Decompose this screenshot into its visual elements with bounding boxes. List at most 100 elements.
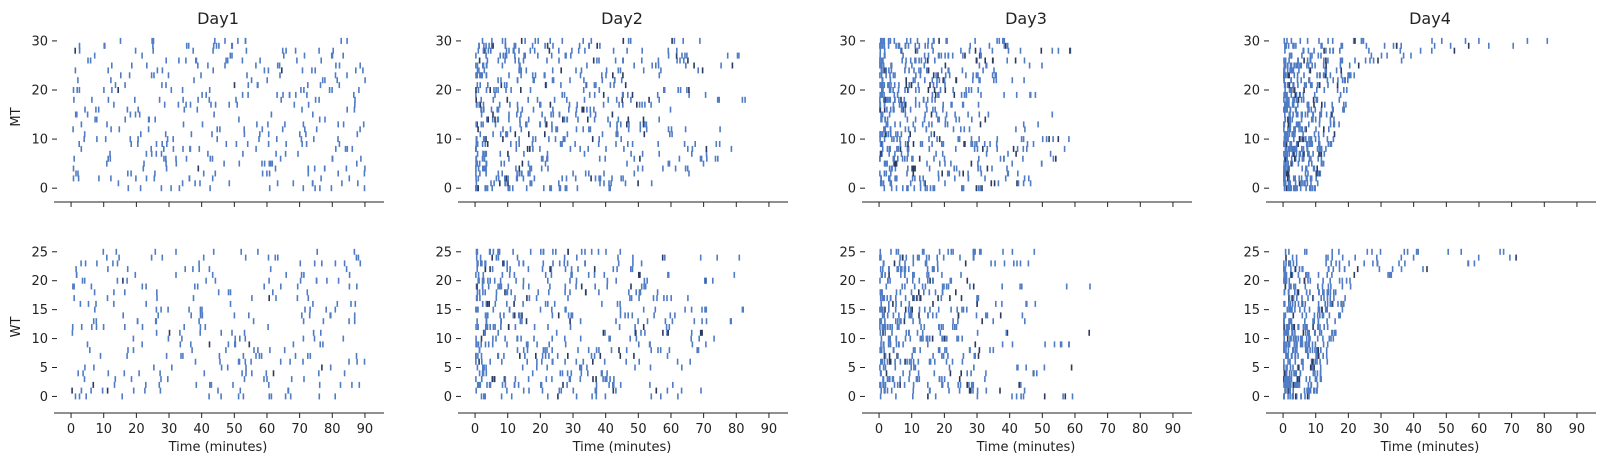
spike-event <box>912 387 915 394</box>
spike-event <box>967 175 970 182</box>
y-tick-label: 25 <box>435 245 452 260</box>
spike-event <box>529 165 531 172</box>
spike-event <box>978 155 980 162</box>
spike-event <box>1316 312 1319 319</box>
spike-event <box>637 165 639 172</box>
spike-event <box>962 352 965 359</box>
spike-event <box>346 106 348 113</box>
spike-event <box>1309 347 1311 354</box>
spike-event <box>1284 47 1286 54</box>
spike-event <box>889 175 891 182</box>
spike-event <box>1285 136 1288 143</box>
spike-event <box>111 62 113 69</box>
spike-event <box>202 170 205 177</box>
spike-event <box>1339 62 1342 69</box>
spike-event <box>248 312 250 319</box>
spike-event <box>970 370 972 377</box>
spike-event <box>257 248 259 255</box>
spike-event <box>513 271 516 278</box>
spike-event <box>362 67 364 74</box>
spike-event <box>622 57 624 64</box>
spike-event <box>889 145 891 152</box>
spike-event <box>486 381 488 388</box>
spike-event <box>890 131 892 138</box>
spike-event <box>76 111 78 118</box>
spike-event <box>577 266 579 273</box>
spike-event <box>482 165 485 172</box>
spike-event <box>882 37 884 44</box>
spike-event <box>168 329 171 336</box>
spike-event <box>893 136 895 143</box>
spike-event <box>663 295 665 302</box>
spike-event <box>235 141 238 147</box>
spike-event <box>484 150 486 157</box>
spike-event <box>307 165 310 172</box>
spike-event <box>985 312 987 319</box>
spike-event <box>984 116 987 123</box>
spike-event <box>923 324 926 330</box>
spike-event <box>1300 116 1303 123</box>
spike-event <box>1283 277 1285 284</box>
spike-event <box>1312 324 1314 330</box>
spike-event <box>898 96 900 103</box>
spike-event <box>1286 387 1289 394</box>
spike-event <box>308 312 311 319</box>
spike-event <box>1327 37 1329 44</box>
spike-event <box>536 364 538 371</box>
spike-event <box>1391 266 1394 273</box>
spike-event <box>1288 87 1291 93</box>
spike-event <box>925 260 928 267</box>
spike-event <box>904 155 906 162</box>
spike-event <box>585 289 587 296</box>
spike-event <box>890 62 893 69</box>
spike-event <box>482 62 485 69</box>
spike-event <box>589 111 592 118</box>
spike-event <box>150 145 152 152</box>
spike-event <box>924 260 927 267</box>
spike-event <box>914 116 917 123</box>
spike-event <box>1020 136 1023 143</box>
spike-event <box>1292 393 1294 400</box>
spike-event <box>569 145 572 152</box>
spike-event <box>886 96 889 103</box>
spike-event <box>1341 254 1344 261</box>
spike-event <box>1002 248 1004 255</box>
spike-event <box>613 376 615 383</box>
spike-event <box>1304 111 1307 118</box>
spike-event <box>476 150 479 157</box>
spike-event <box>223 160 225 167</box>
spike-event <box>263 67 266 74</box>
spike-event <box>161 141 163 147</box>
spike-event <box>1306 324 1308 330</box>
spike-event <box>898 341 900 348</box>
spike-event <box>339 381 342 388</box>
spike-event <box>1334 289 1337 296</box>
spike-event <box>229 289 232 296</box>
spike-event <box>526 358 528 365</box>
spike-event <box>958 116 961 123</box>
spike-event <box>892 300 894 307</box>
spike-event <box>153 72 155 79</box>
spike-event <box>718 96 720 103</box>
spike-event <box>540 155 543 162</box>
spike-event <box>610 180 612 187</box>
spike-event <box>137 141 139 147</box>
spike-event <box>560 82 562 89</box>
spike-event <box>941 150 944 157</box>
spike-event <box>918 101 921 108</box>
spike-event <box>904 266 907 273</box>
spike-event <box>663 87 666 93</box>
spike-event <box>1306 62 1308 69</box>
spike-event <box>593 352 596 359</box>
spike-event <box>565 185 568 192</box>
spike-event <box>540 165 543 172</box>
spike-event <box>939 160 941 167</box>
spike-event <box>909 180 912 187</box>
spike-event <box>515 165 517 172</box>
spike-event <box>501 62 504 69</box>
spike-event <box>479 131 482 138</box>
spike-event <box>1296 347 1298 354</box>
spike-event <box>98 175 100 182</box>
spike-event <box>478 289 481 296</box>
spike-event <box>595 376 597 383</box>
